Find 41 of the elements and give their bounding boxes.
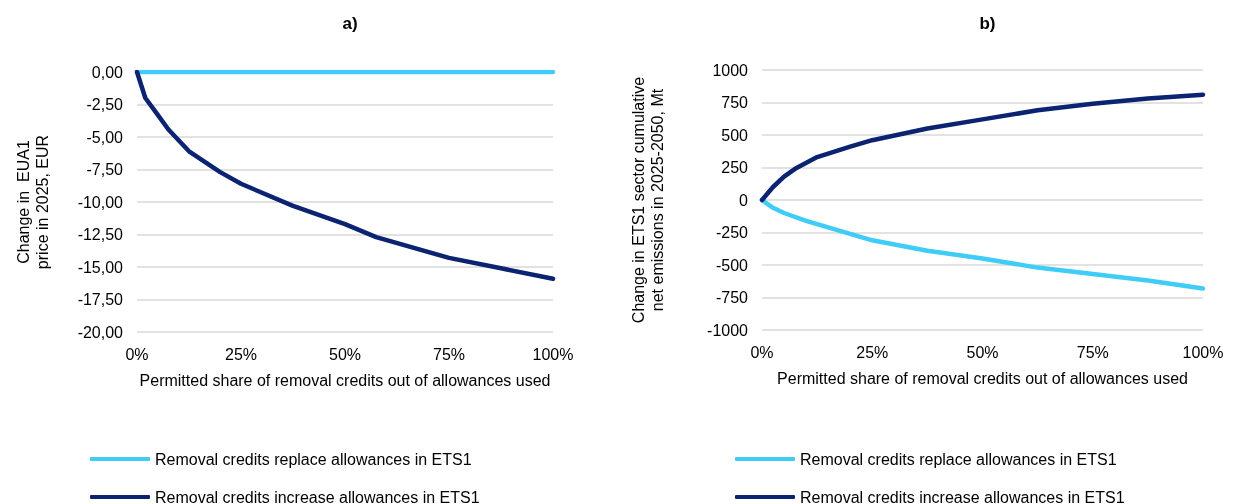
y-axis-title: Change in ETS1 sector cumulative net emissions in 2025-2050, Mt — [630, 76, 666, 324]
y-tick-label: -5,00 — [86, 128, 124, 146]
x-tick-label: 25% — [856, 343, 889, 361]
y-tick-label: -250 — [715, 224, 749, 241]
x-tick-label: 100% — [532, 345, 574, 363]
y-tick-label: 0 — [739, 191, 749, 209]
x-tick-label: 75% — [432, 345, 466, 363]
line-series — [134, 69, 556, 281]
legend-label: Removal credits replace allowances in ETS1 — [155, 450, 472, 468]
y-tick-label: 0,00 — [91, 63, 124, 81]
x-axis-title: Permitted share of removal credits out of allowances used — [139, 371, 551, 389]
legend-label: Removal credits increase allowances in ETS1 — [800, 488, 1125, 504]
y-tick-label: -15,00 — [77, 258, 124, 276]
y-tick-label: 250 — [721, 159, 749, 176]
y-tick-label: -7,50 — [86, 161, 124, 178]
y-tick-label: -750 — [715, 289, 749, 306]
y-tick-label: -17,50 — [77, 291, 124, 308]
line-series — [759, 92, 1206, 203]
line-series — [759, 197, 1206, 291]
y-tick-label: -500 — [715, 256, 749, 274]
y-tick-label: 750 — [721, 94, 749, 111]
y-tick-label: -1000 — [707, 321, 749, 339]
x-tick-label: 0% — [750, 343, 774, 361]
chart-title: a) — [342, 14, 358, 33]
y-axis-title: Change in EUA1 price in 2025, EUR — [15, 134, 51, 270]
y-tick-label: -20,00 — [77, 323, 124, 341]
x-tick-label: 25% — [224, 345, 258, 363]
legend-label: Removal credits increase allowances in ETS1 — [155, 488, 480, 504]
x-tick-label: 75% — [1076, 343, 1109, 361]
legend-label: Removal credits replace allowances in ETS1 — [800, 450, 1117, 468]
y-tick-label: 500 — [721, 126, 749, 144]
y-tick-label: -10,00 — [77, 193, 124, 211]
x-axis-title: Permitted share of removal credits out of allowances used — [777, 369, 1188, 387]
x-tick-label: 100% — [1182, 343, 1224, 361]
x-tick-label: 50% — [966, 343, 999, 361]
y-tick-label: -12,50 — [77, 226, 124, 243]
x-tick-label: 50% — [328, 345, 362, 363]
y-tick-label: 1000 — [712, 61, 749, 79]
y-tick-label: -2,50 — [86, 96, 124, 113]
chart-title: b) — [979, 14, 996, 33]
x-tick-label: 0% — [125, 345, 149, 363]
